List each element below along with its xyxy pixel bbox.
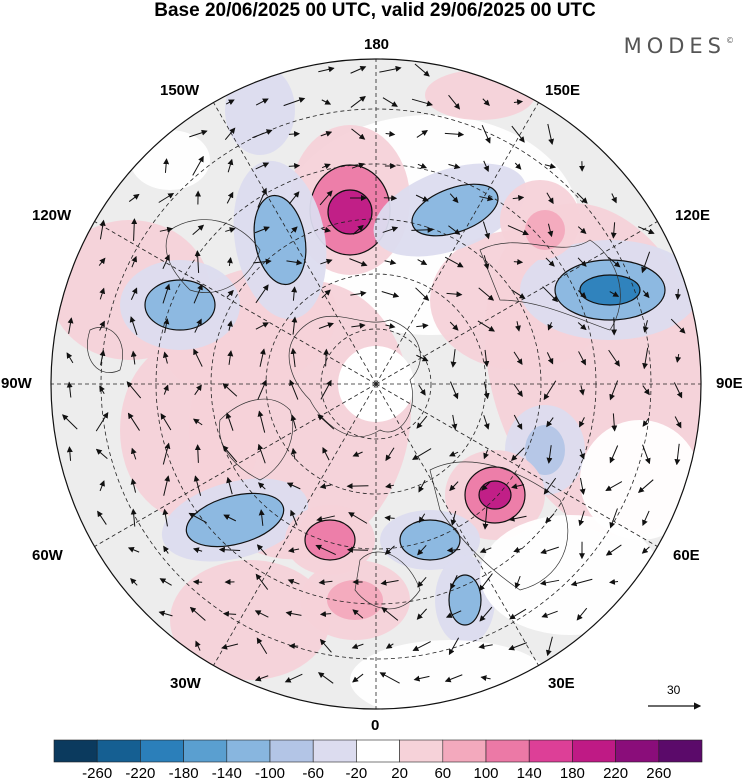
colorbar-tick-label: -220 [125,765,156,782]
lon-label-90e: 90E [716,375,743,392]
colorbar-swatch [53,739,98,763]
map-title: Base 20/06/2025 00 UTC, valid 29/06/2025… [154,0,596,21]
lat-lon-grid [51,59,701,709]
colorbar-swatch [312,739,357,763]
vector-scale-label: 30 [667,683,681,697]
colorbar-swatch [485,739,530,763]
colorbar-swatch [183,739,228,763]
colorbar-tick-label: 220 [603,765,629,782]
colorbar-swatch [269,739,314,763]
wind-vectors [62,63,686,684]
lon-label-60w: 60W [32,547,63,564]
colorbar-tick-label: -60 [302,765,325,782]
map-boundary [50,58,702,710]
colorbar-tick-label: -180 [168,765,199,782]
lon-label-60e: 60E [673,547,700,564]
lon-label-0: 0 [371,717,380,734]
colorbar-tick-label: 20 [391,765,408,782]
modes-logo: MODES© [624,34,734,58]
coastlines [87,219,621,610]
colorbar-swatch [572,739,616,763]
lon-label-120e: 120E [675,207,711,224]
colorbar-tick-label: -140 [211,765,242,782]
colorbar-swatch [226,739,271,763]
brand-name: MODES [623,34,726,58]
lon-label-30e: 30E [548,675,575,692]
colorbar-tick-label: 260 [646,765,672,782]
anomaly-field [51,59,701,709]
lon-label-150e: 150E [545,82,581,99]
lon-label-120w: 120W [32,207,72,224]
colorbar-tick-label: -260 [82,765,113,782]
brand-mark: © [726,36,734,45]
colorbar-tick-label: 60 [434,765,452,782]
colorbar-swatch [96,739,141,763]
lon-label-150w: 150W [160,82,200,99]
colorbar-swatch [528,739,573,763]
colorbar-tick-label: -100 [254,765,286,782]
colorbar-tick-label: 140 [516,765,542,782]
colorbar-swatch [442,739,487,763]
colorbar-swatch [658,739,703,763]
colorbar-tick-label: 100 [473,765,499,782]
colorbar-swatch [140,739,184,763]
lon-label-90w: 90W [1,375,32,392]
lon-label-180: 180 [364,36,390,53]
colorbar-tick-label: 180 [559,765,585,782]
colorbar-swatch [615,739,660,763]
map-disc [51,59,701,709]
colorbar-swatch [356,739,400,763]
colorbar [53,739,703,763]
lon-label-30w: 30W [170,675,201,692]
colorbar-swatch [399,739,444,763]
colorbar-tick-label: -20 [345,765,368,782]
